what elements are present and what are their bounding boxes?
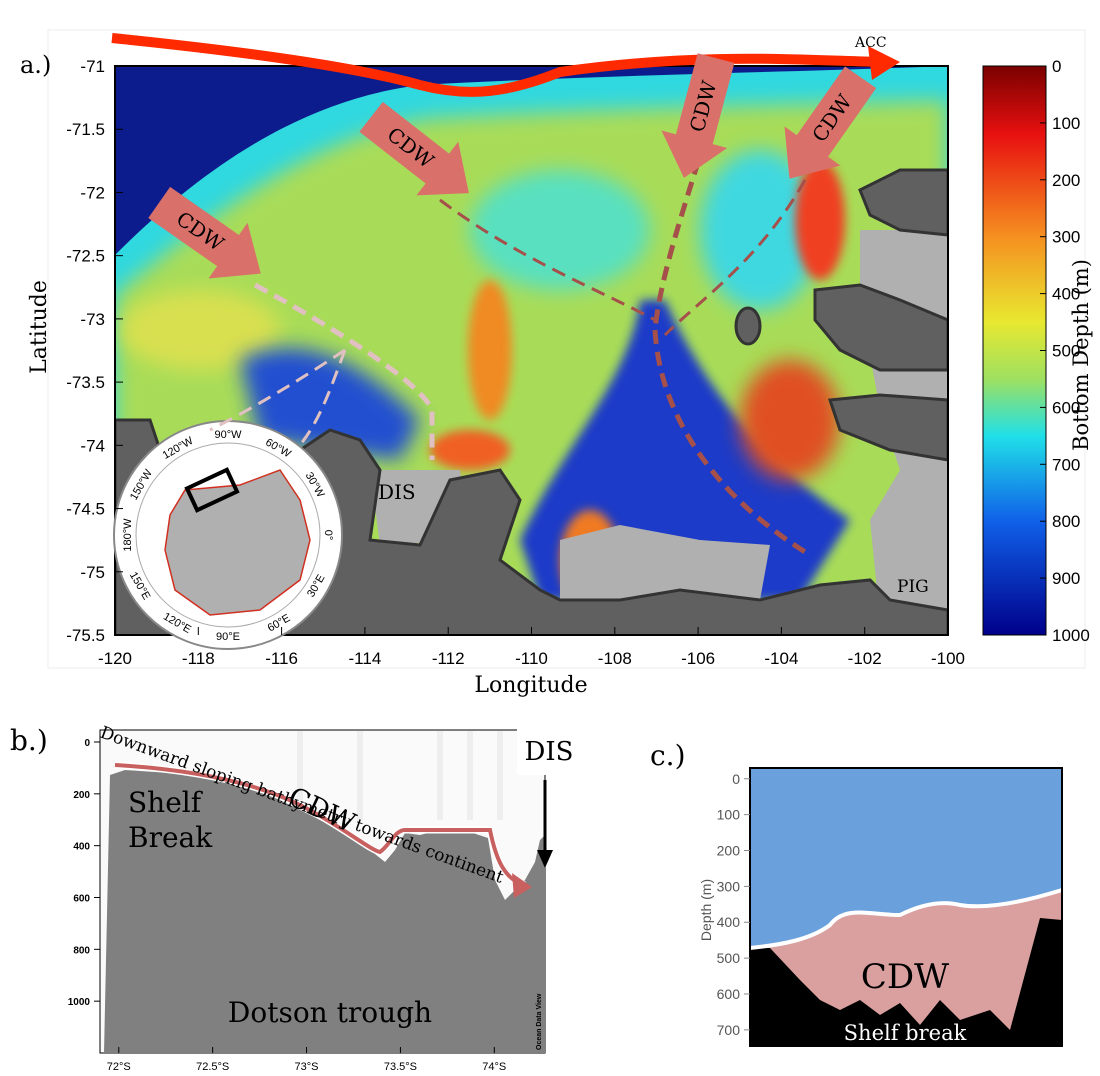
inset-globe — [114, 421, 342, 649]
x-tick-label: -120 — [98, 649, 132, 668]
ice-shelf-label: DIS — [525, 737, 574, 767]
colorbar-tick-label: 600 — [1052, 398, 1080, 417]
x-tick-label: -110 — [515, 649, 548, 668]
y-tick-label: -73 — [80, 310, 105, 329]
x-tick-label: 74°S — [482, 1061, 506, 1073]
x-tick-label: -114 — [349, 649, 382, 668]
x-tick-label: -102 — [848, 649, 882, 668]
y-tick-label: 500 — [717, 950, 741, 966]
y-tick-label: 300 — [717, 878, 741, 894]
y-tick-label: 700 — [717, 1022, 741, 1038]
x-tick-label: 72°S — [107, 1061, 131, 1073]
x-tick-label: 73°S — [295, 1061, 319, 1073]
shelf-label: Shelf — [128, 786, 204, 819]
x-tick-label: -100 — [931, 649, 965, 668]
x-tick-label: -112 — [432, 649, 465, 668]
y-tick-label: 400 — [73, 842, 90, 853]
software-label: Ocean Data View — [536, 993, 543, 1050]
y-tick-label: -71 — [80, 57, 105, 76]
y-tick-label: -73.5 — [66, 373, 105, 392]
x-tick-label: -104 — [764, 649, 798, 668]
x-axis-label: Longitude — [474, 673, 587, 698]
y-tick-label: 600 — [73, 894, 90, 905]
colorbar-tick-label: 800 — [1052, 512, 1080, 531]
x-tick-label: -106 — [681, 649, 715, 668]
shelf-label: Break — [128, 821, 213, 854]
y-tick-label: 200 — [73, 790, 90, 801]
x-tick-label: -118 — [182, 649, 215, 668]
inset-label: 180°W — [122, 518, 134, 552]
trough-label: Dotson trough — [228, 996, 432, 1029]
y-tick-label: 0 — [732, 771, 740, 787]
colorbar-tick-label: 700 — [1052, 455, 1080, 474]
inset-label: 90°E — [216, 631, 240, 643]
y-tick-label: -72.5 — [66, 247, 105, 266]
panel-label: c.) — [650, 739, 686, 772]
current-label: ACC — [854, 35, 887, 51]
colorbar-tick-label: 100 — [1052, 114, 1080, 133]
inset-label: 90°W — [214, 429, 242, 441]
panel-label: a.) — [20, 51, 51, 79]
y-tick-label: -72 — [80, 183, 105, 202]
y-tick-label: 100 — [717, 807, 741, 823]
y-tick-label: 200 — [717, 843, 741, 859]
x-tick-label: 72.5°S — [196, 1061, 229, 1073]
y-axis-label: Latitude — [27, 280, 52, 374]
colorbar-tick-label: 900 — [1052, 569, 1080, 588]
place-label: PIG — [897, 577, 929, 597]
place-label: DIS — [378, 480, 416, 504]
x-tick-label: -108 — [598, 649, 632, 668]
inset-label: 0° — [322, 530, 334, 541]
colorbar-tick-label: 200 — [1052, 171, 1080, 190]
y-tick-label: -75.5 — [66, 626, 105, 645]
y-tick-label: -74.5 — [66, 500, 105, 519]
feature-label: Shelf break — [844, 1021, 967, 1045]
y-tick-label: 400 — [717, 914, 741, 930]
y-tick-label: 0 — [84, 738, 90, 749]
x-tick-label: 73.5°S — [384, 1061, 417, 1073]
colorbar — [983, 66, 1046, 635]
y-tick-label: -71.5 — [66, 120, 105, 139]
colorbar-tick-label: 400 — [1052, 285, 1080, 304]
colorbar-tick-label: 1000 — [1052, 626, 1090, 645]
colorbar-tick-label: 500 — [1052, 342, 1080, 361]
y-tick-label: -74 — [80, 436, 105, 455]
y-axis-label: Depth (m) — [698, 879, 714, 941]
y-tick-label: 800 — [73, 945, 90, 956]
panel-label: b.) — [10, 724, 48, 757]
colorbar-tick-label: 300 — [1052, 228, 1080, 247]
colorbar-tick-label: 0 — [1052, 57, 1061, 76]
y-tick-label: 1000 — [68, 997, 91, 1008]
y-tick-label: -75 — [80, 563, 105, 582]
y-tick-label: 600 — [717, 986, 741, 1002]
x-tick-label: -116 — [265, 649, 298, 668]
figure: CDWCDWCDWCDW ACC DIS PIG a.) Longitude L… — [0, 0, 1100, 1076]
water-mass-label: CDW — [861, 957, 949, 997]
